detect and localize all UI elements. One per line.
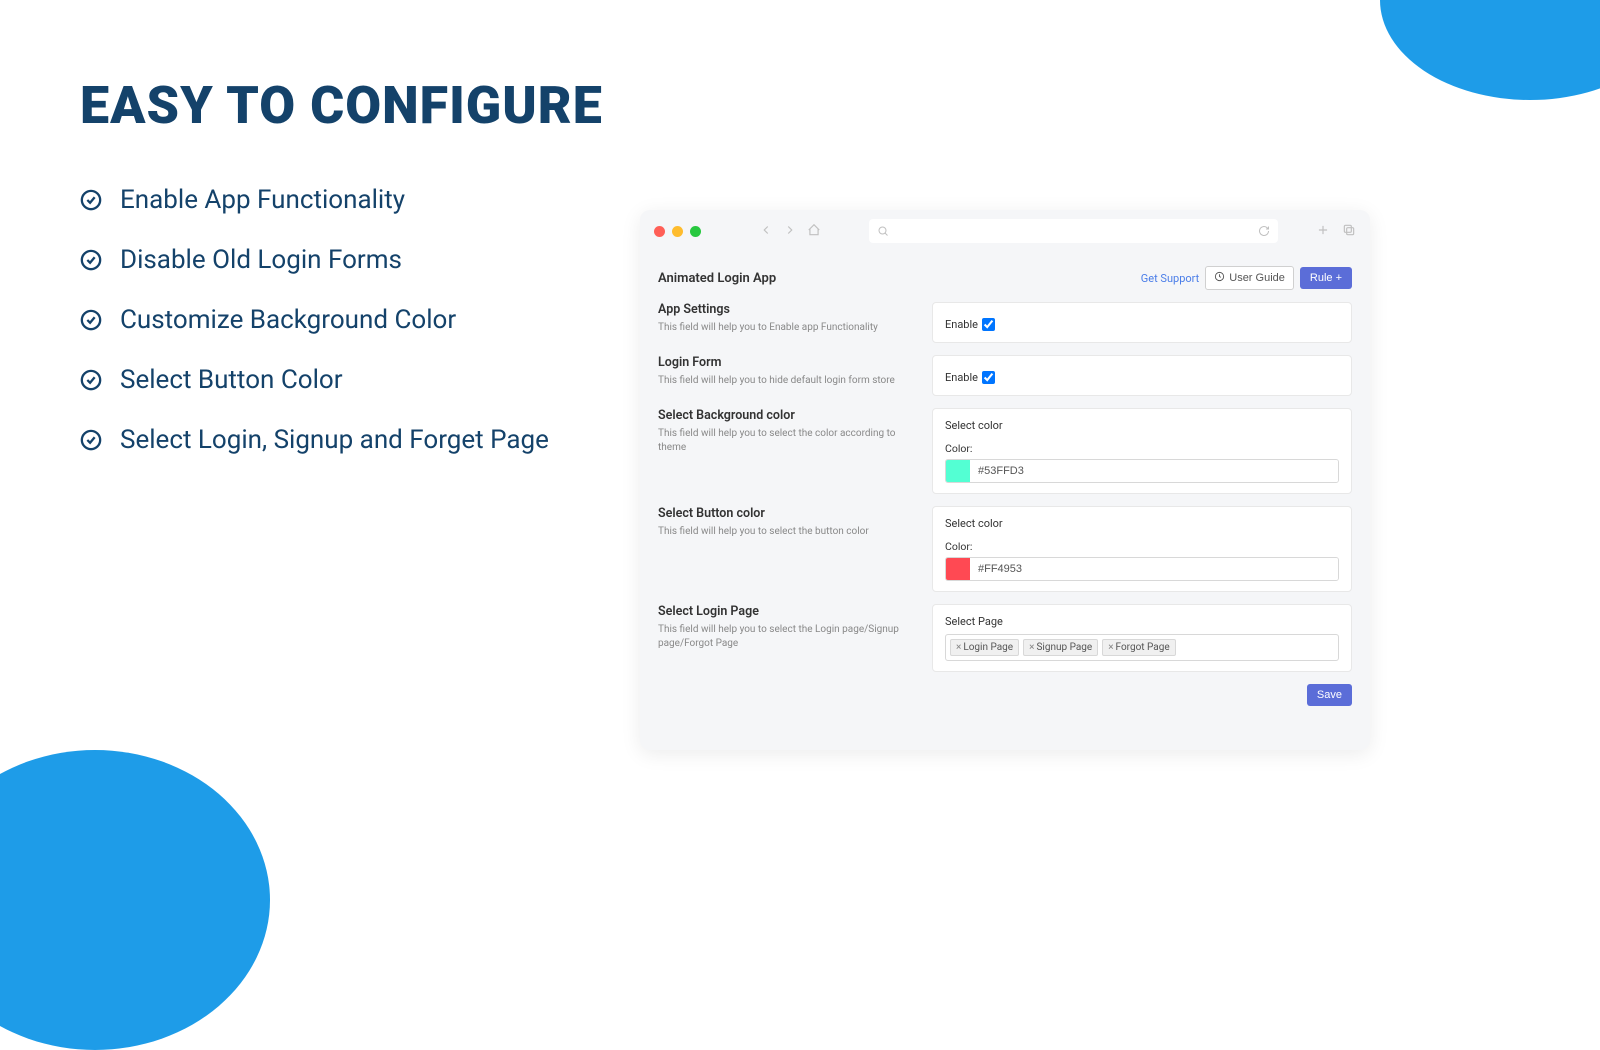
app-content: Animated Login App Get Support User Guid…	[640, 252, 1370, 720]
enable-checkbox-label[interactable]: Enable	[945, 318, 995, 331]
enable-checkbox-label[interactable]: Enable	[945, 371, 995, 384]
feature-item: Select Login, Signup and Forget Page	[80, 425, 600, 455]
home-icon[interactable]	[807, 222, 821, 241]
check-circle-icon	[80, 309, 102, 331]
setting-info: Select Background color This field will …	[658, 408, 918, 494]
feature-text: Select Login, Signup and Forget Page	[120, 425, 549, 455]
setting-panel: Select color Color:	[932, 408, 1352, 494]
login-page-desc: This field will help you to select the L…	[658, 623, 918, 651]
app-header: Animated Login App Get Support User Guid…	[658, 266, 1352, 290]
app-title: Animated Login App	[658, 271, 776, 286]
color-label: Color:	[945, 540, 1339, 553]
page-title: EASY TO CONFIGURE	[80, 75, 603, 136]
user-guide-button[interactable]: User Guide	[1205, 266, 1294, 290]
remove-tag-icon[interactable]: ×	[1029, 642, 1034, 653]
setting-panel: Enable	[932, 355, 1352, 396]
copy-icon[interactable]	[1342, 222, 1356, 241]
login-form-title: Login Form	[658, 355, 918, 370]
bg-color-title: Select Background color	[658, 408, 918, 423]
feature-item: Enable App Functionality	[80, 185, 600, 215]
tag-label: Login Page	[963, 642, 1013, 653]
setting-info: Select Login Page This field will help y…	[658, 604, 918, 672]
feature-list: Enable App Functionality Disable Old Log…	[80, 185, 600, 485]
page-tag[interactable]: ×Signup Page	[1023, 639, 1098, 656]
login-page-title: Select Login Page	[658, 604, 918, 619]
close-icon[interactable]	[654, 226, 665, 237]
feature-text: Customize Background Color	[120, 305, 456, 335]
get-support-link[interactable]: Get Support	[1141, 272, 1199, 285]
header-actions: Get Support User Guide Rule +	[1141, 266, 1352, 290]
clock-icon	[1214, 271, 1225, 285]
browser-chrome	[640, 210, 1370, 252]
color-swatch[interactable]	[946, 460, 970, 482]
user-guide-label: User Guide	[1229, 272, 1285, 284]
rule-button[interactable]: Rule +	[1300, 267, 1352, 289]
login-form-desc: This field will help you to hide default…	[658, 374, 918, 388]
btn-color-desc: This field will help you to select the b…	[658, 525, 918, 539]
search-icon	[877, 222, 889, 241]
color-input[interactable]	[945, 459, 1339, 483]
select-color-label: Select color	[945, 517, 1339, 530]
decoration-top-right	[1380, 0, 1600, 100]
check-circle-icon	[80, 249, 102, 271]
setting-panel: Select Page ×Login Page ×Signup Page ×Fo…	[932, 604, 1352, 672]
remove-tag-icon[interactable]: ×	[956, 642, 961, 653]
select-color-label: Select color	[945, 419, 1339, 432]
setting-panel: Enable	[932, 302, 1352, 343]
color-label: Color:	[945, 442, 1339, 455]
setting-info: App Settings This field will help you to…	[658, 302, 918, 343]
setting-panel: Select color Color:	[932, 506, 1352, 592]
btn-color-row: Select Button color This field will help…	[658, 506, 1352, 592]
enable-text: Enable	[945, 318, 978, 331]
feature-item: Select Button Color	[80, 365, 600, 395]
app-settings-title: App Settings	[658, 302, 918, 317]
btn-color-title: Select Button color	[658, 506, 918, 521]
check-circle-icon	[80, 429, 102, 451]
bg-color-desc: This field will help you to select the c…	[658, 427, 918, 455]
login-page-row: Select Login Page This field will help y…	[658, 604, 1352, 672]
save-row: Save	[658, 684, 1352, 706]
address-bar[interactable]	[869, 219, 1278, 243]
plus-icon[interactable]	[1316, 222, 1330, 241]
color-swatch[interactable]	[946, 558, 970, 580]
back-icon[interactable]	[759, 222, 773, 241]
traffic-lights	[654, 226, 701, 237]
bg-color-field[interactable]	[970, 460, 1338, 482]
app-enable-checkbox[interactable]	[982, 318, 995, 331]
setting-info: Select Button color This field will help…	[658, 506, 918, 592]
login-form-enable-checkbox[interactable]	[982, 371, 995, 384]
save-button[interactable]: Save	[1307, 684, 1352, 706]
page-tag[interactable]: ×Forgot Page	[1102, 639, 1175, 656]
tag-label: Forgot Page	[1116, 642, 1170, 653]
feature-text: Enable App Functionality	[120, 185, 405, 215]
feature-text: Disable Old Login Forms	[120, 245, 402, 275]
check-circle-icon	[80, 369, 102, 391]
feature-text: Select Button Color	[120, 365, 343, 395]
refresh-icon[interactable]	[1258, 222, 1270, 241]
feature-item: Disable Old Login Forms	[80, 245, 600, 275]
color-input[interactable]	[945, 557, 1339, 581]
window-actions	[1316, 222, 1356, 241]
page-tag[interactable]: ×Login Page	[950, 639, 1019, 656]
setting-info: Login Form This field will help you to h…	[658, 355, 918, 396]
page-tags-input[interactable]: ×Login Page ×Signup Page ×Forgot Page	[945, 634, 1339, 661]
minimize-icon[interactable]	[672, 226, 683, 237]
enable-text: Enable	[945, 371, 978, 384]
check-circle-icon	[80, 189, 102, 211]
app-settings-row: App Settings This field will help you to…	[658, 302, 1352, 343]
forward-icon[interactable]	[783, 222, 797, 241]
bg-color-row: Select Background color This field will …	[658, 408, 1352, 494]
app-settings-desc: This field will help you to Enable app F…	[658, 321, 918, 335]
decoration-bottom-left	[0, 750, 270, 1050]
feature-item: Customize Background Color	[80, 305, 600, 335]
maximize-icon[interactable]	[690, 226, 701, 237]
remove-tag-icon[interactable]: ×	[1108, 642, 1113, 653]
browser-window: Animated Login App Get Support User Guid…	[640, 210, 1370, 750]
nav-icons	[759, 222, 821, 241]
tag-label: Signup Page	[1036, 642, 1092, 653]
select-page-label: Select Page	[945, 615, 1339, 628]
btn-color-field[interactable]	[970, 558, 1338, 580]
login-form-row: Login Form This field will help you to h…	[658, 355, 1352, 396]
